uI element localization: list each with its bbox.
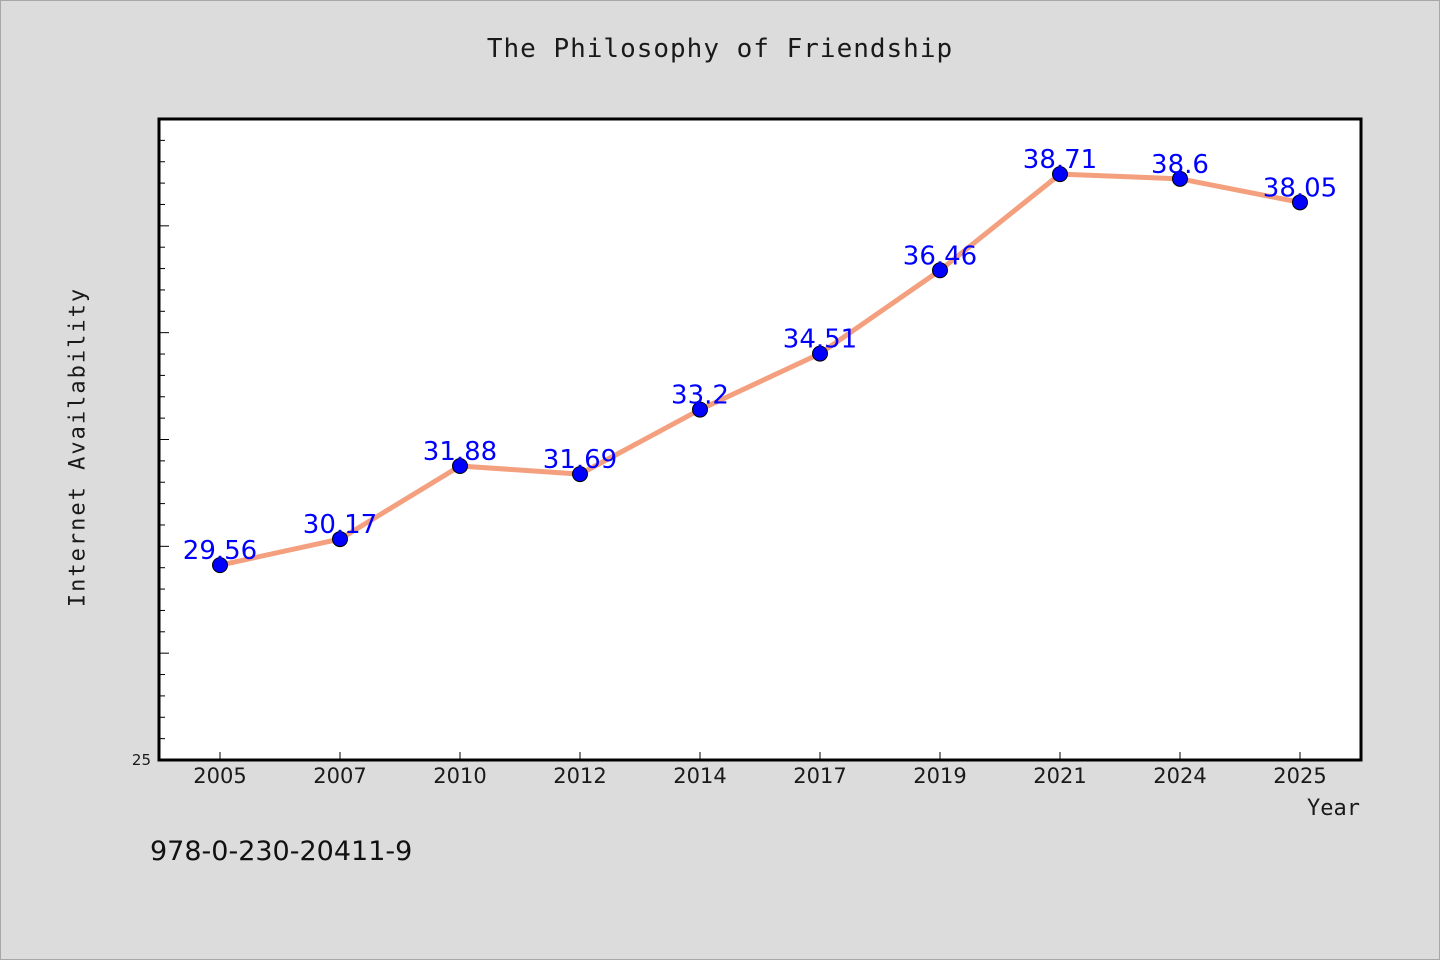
data-point xyxy=(1292,194,1308,211)
data-point xyxy=(692,401,708,418)
series-line xyxy=(217,171,1303,568)
data-label: 30.17 xyxy=(303,510,377,540)
data-labels: 29.56 30.17 31.88 31.69 33.2 34.51 36.46 38.71 3… xyxy=(183,145,1337,566)
x-tick-label: 2007 xyxy=(313,764,366,788)
x-axis-title: Year xyxy=(1307,796,1360,821)
x-tick-label: 2005 xyxy=(193,764,246,788)
chart-title: The Philosophy of Friendship xyxy=(486,34,954,64)
data-point xyxy=(1052,166,1068,183)
data-label: 38.05 xyxy=(1263,173,1337,203)
x-tick-label: 2019 xyxy=(913,764,966,788)
y-axis-ticks: 25 xyxy=(132,139,169,769)
data-point xyxy=(332,531,348,548)
data-label: 31.88 xyxy=(423,437,497,467)
data-point xyxy=(932,262,948,279)
data-point xyxy=(812,345,828,362)
x-tick-label: 2024 xyxy=(1153,764,1206,788)
x-tick-label: 2017 xyxy=(793,764,846,788)
x-tick-label: 2014 xyxy=(673,764,726,788)
y-tick-label: 25 xyxy=(132,751,151,769)
x-tick-label: 2021 xyxy=(1033,764,1086,788)
data-point xyxy=(452,457,468,474)
isbn-label: 978-0-230-20411-9 xyxy=(150,836,413,867)
data-label: 33.2 xyxy=(671,381,729,411)
data-label: 38.6 xyxy=(1151,150,1209,180)
data-point xyxy=(212,557,228,574)
data-point xyxy=(572,466,588,483)
data-point xyxy=(1172,170,1188,187)
data-label: 38.71 xyxy=(1023,145,1097,175)
x-tick-label: 2025 xyxy=(1273,764,1326,788)
x-tick-label: 2012 xyxy=(553,764,606,788)
data-label: 29.56 xyxy=(183,536,257,566)
x-tick-label: 2010 xyxy=(433,764,486,788)
plot-area xyxy=(157,117,1363,762)
x-axis-ticks: 2005 2007 2010 2012 2014 2017 2019 2021 2024 2025 xyxy=(193,752,1327,788)
data-label: 31.69 xyxy=(543,445,617,475)
data-label: 36.46 xyxy=(903,241,977,271)
data-label: 34.51 xyxy=(783,325,857,355)
series-markers xyxy=(212,166,1308,574)
